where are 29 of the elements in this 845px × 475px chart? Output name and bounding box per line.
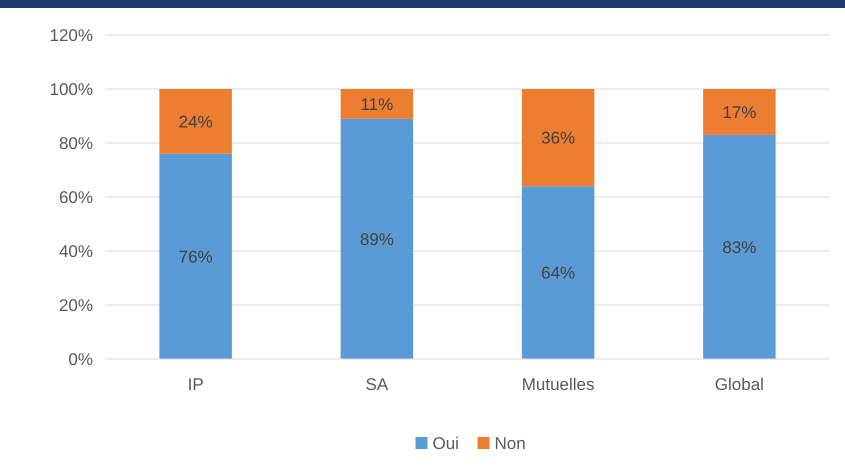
bar — [703, 89, 776, 135]
y-tick-label: 80% — [58, 134, 93, 153]
bar — [159, 89, 232, 154]
y-tick-label: 20% — [58, 296, 93, 315]
data-label: 24% — [178, 112, 213, 132]
data-label: 76% — [178, 247, 213, 266]
bar — [340, 89, 414, 119]
y-tick-label: 60% — [58, 188, 93, 207]
bar — [522, 89, 594, 186]
legend-label: Non — [494, 434, 526, 453]
bar — [703, 134, 776, 359]
x-tick-label: Mutuelles — [522, 375, 595, 394]
bar — [159, 154, 232, 359]
data-label: 36% — [541, 128, 576, 148]
data-label: 89% — [360, 230, 394, 249]
bar — [340, 118, 414, 359]
data-label: 64% — [541, 264, 576, 283]
data-label: 17% — [722, 102, 756, 122]
y-tick-label: 40% — [58, 242, 93, 261]
bar — [522, 186, 594, 359]
y-tick-label: 100% — [50, 80, 93, 99]
x-tick-label: SA — [366, 375, 389, 394]
y-tick-label: 120% — [50, 26, 93, 45]
legend-label: Oui — [432, 434, 459, 453]
x-tick-label: Global — [714, 375, 764, 394]
data-label: 83% — [722, 238, 756, 257]
x-tick-label: IP — [188, 375, 204, 394]
y-tick-label: 0% — [68, 350, 93, 369]
data-label: 11% — [360, 94, 394, 114]
